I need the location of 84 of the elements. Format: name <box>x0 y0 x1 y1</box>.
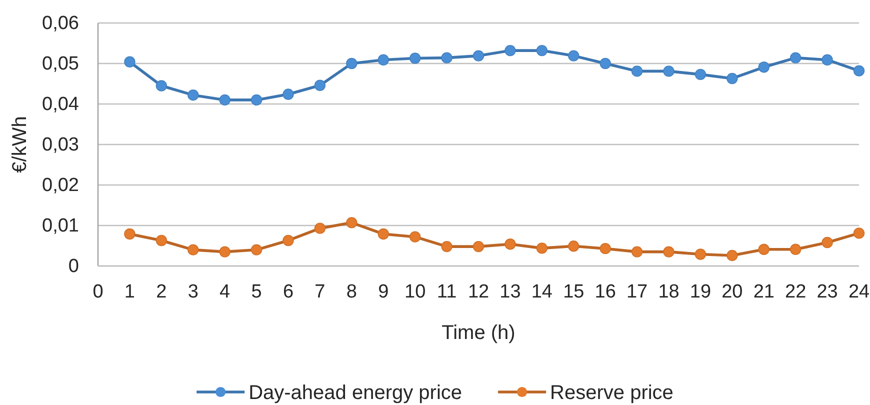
point <box>790 244 802 255</box>
y-tick-label: 0 <box>68 256 79 278</box>
point <box>694 68 706 80</box>
x-tick-label: 23 <box>816 281 838 302</box>
x-tick-label: 5 <box>251 281 262 302</box>
point <box>282 234 294 246</box>
y-axis-title: €/kWh <box>9 116 31 173</box>
point <box>853 228 865 239</box>
legend-label: Reserve price <box>550 382 674 404</box>
point <box>188 90 199 101</box>
x-tick-label: 18 <box>658 281 680 302</box>
point <box>663 66 674 77</box>
x-tick-label: 16 <box>594 281 616 302</box>
x-tick-label: 1 <box>124 281 135 302</box>
point <box>282 88 294 100</box>
x-axis-title: Time (h) <box>442 322 516 344</box>
point <box>250 244 262 256</box>
point <box>504 238 516 250</box>
point <box>472 240 484 252</box>
x-tick-label: 0 <box>92 281 104 302</box>
point <box>441 240 452 252</box>
x-tick-label: 10 <box>404 281 426 302</box>
point <box>314 222 326 234</box>
point <box>124 228 136 240</box>
point <box>472 50 484 62</box>
point <box>536 242 548 254</box>
point <box>726 72 738 84</box>
point <box>790 52 802 64</box>
x-tick-label: 11 <box>436 281 457 302</box>
point <box>600 58 611 70</box>
point <box>600 242 611 254</box>
x-tick-label: 15 <box>563 281 584 302</box>
x-tick-label: 24 <box>848 281 870 302</box>
y-tick-label: 0,05 <box>42 54 79 75</box>
point <box>758 244 770 255</box>
point <box>631 246 643 258</box>
point <box>536 44 548 56</box>
x-tick-label: 22 <box>785 281 806 302</box>
point <box>441 52 452 64</box>
y-tick-label: 0,01 <box>42 216 79 237</box>
x-tick-label: 7 <box>314 281 326 302</box>
x-tick-label: 17 <box>626 281 648 302</box>
x-tick-label: 21 <box>753 281 774 302</box>
legend-label: Day-ahead energy price <box>248 382 462 404</box>
x-tick-label: 14 <box>531 281 553 302</box>
y-tick-label: 0,04 <box>42 94 80 116</box>
point <box>822 236 833 248</box>
x-tick-label: 9 <box>378 281 389 302</box>
point <box>124 56 136 68</box>
point <box>188 244 199 256</box>
x-tick-label: 3 <box>188 281 198 302</box>
y-tick-label: 0,03 <box>42 134 79 156</box>
x-tick-label: 12 <box>468 281 490 302</box>
point <box>219 246 230 258</box>
point <box>822 54 833 66</box>
y-tick-label: 0,02 <box>42 175 79 196</box>
point <box>250 94 262 106</box>
point <box>504 44 516 56</box>
point <box>378 228 389 240</box>
point <box>568 50 580 62</box>
x-tick-label: 2 <box>156 281 167 302</box>
x-tick-label: 20 <box>722 281 743 302</box>
x-tick-label: 13 <box>500 281 521 302</box>
point <box>409 52 421 64</box>
point <box>694 248 706 260</box>
point <box>663 246 674 258</box>
point <box>378 54 389 66</box>
x-tick-label: 6 <box>282 281 294 302</box>
point <box>631 66 643 77</box>
x-tick-label: 4 <box>220 281 231 302</box>
point <box>726 250 738 262</box>
point <box>156 234 168 246</box>
point <box>568 240 580 252</box>
point <box>853 65 865 76</box>
point <box>314 80 326 91</box>
point <box>156 80 168 92</box>
x-tick-label: 19 <box>690 281 712 302</box>
point <box>409 231 421 242</box>
x-tick-label: 8 <box>346 281 357 302</box>
point <box>219 94 230 106</box>
point <box>346 58 358 70</box>
point <box>758 62 770 73</box>
y-tick-label: 0,06 <box>42 13 79 34</box>
point <box>346 217 358 228</box>
